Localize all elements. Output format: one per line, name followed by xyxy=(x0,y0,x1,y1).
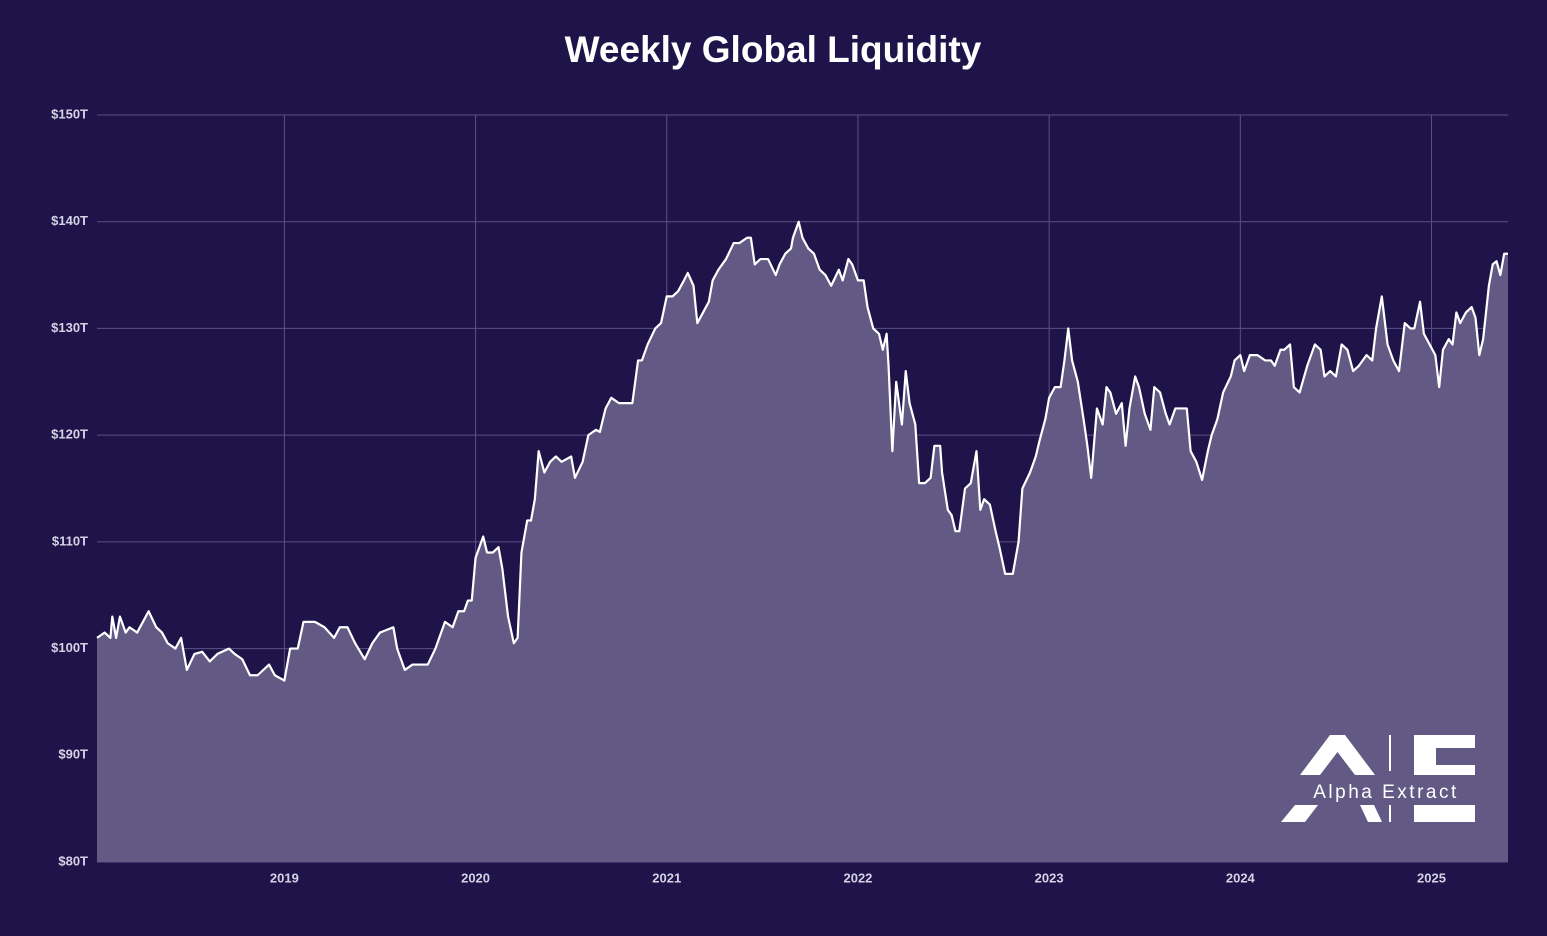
logo-shape xyxy=(1300,735,1375,775)
y-tick-label: $110T xyxy=(52,533,88,548)
axes: $80T $90T $100T $110T $120T $130T $140T $150T 20… xyxy=(51,106,1446,885)
logo-text: Alpha Extract xyxy=(1313,782,1459,803)
y-tick-label: $140T xyxy=(51,213,88,228)
y-tick-label: $80T xyxy=(58,853,88,868)
x-tick-label: 2019 xyxy=(270,870,299,885)
x-tick-label: 2020 xyxy=(461,870,490,885)
x-tick-label: 2022 xyxy=(843,870,872,885)
chart-title: Weekly Global Liquidity xyxy=(565,29,982,70)
y-tick-label: $120T xyxy=(51,427,88,442)
logo: Alpha Extract xyxy=(1281,735,1475,822)
y-tick-label: $130T xyxy=(51,320,88,335)
logo-shape xyxy=(1414,805,1475,822)
logo-shape xyxy=(1414,765,1475,775)
area xyxy=(97,221,1508,862)
x-tick-label: 2024 xyxy=(1226,870,1256,885)
x-tick-label: 2021 xyxy=(652,870,681,885)
x-tick-label: 2023 xyxy=(1035,870,1064,885)
logo-shape xyxy=(1389,805,1391,822)
logo-shape xyxy=(1281,805,1318,822)
x-tick-label: 2025 xyxy=(1417,870,1446,885)
plot xyxy=(96,220,1508,862)
line xyxy=(96,220,1508,682)
logo-shape xyxy=(1360,805,1382,822)
y-tick-label: $100T xyxy=(51,640,88,655)
logo-shape xyxy=(1389,735,1391,771)
y-tick-label: $150T xyxy=(51,106,88,121)
y-tick-label: $90T xyxy=(58,747,88,762)
